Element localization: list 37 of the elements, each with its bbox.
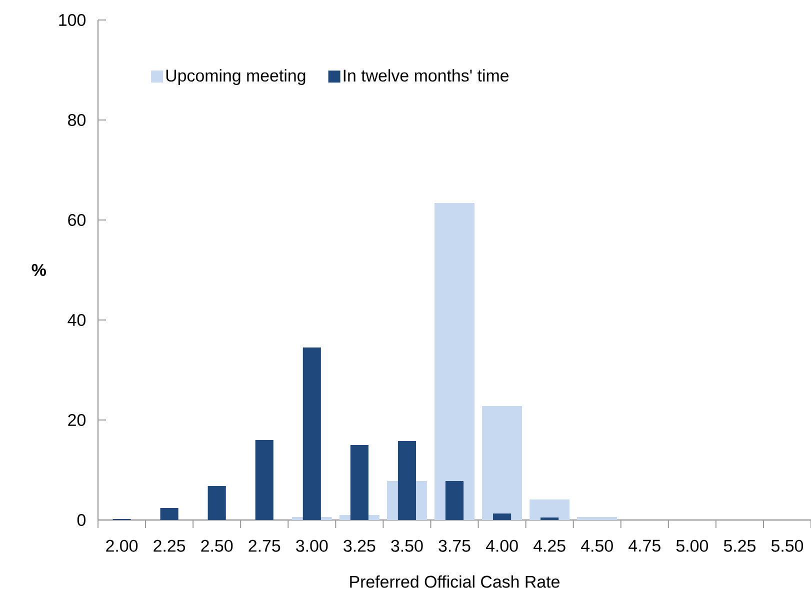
- x-tick-label: 3.25: [344, 540, 376, 552]
- x-tick-label: 2.75: [248, 540, 280, 552]
- y-tick-label: 80: [68, 114, 86, 126]
- x-tick-label: 2.00: [106, 540, 138, 552]
- x-tick-label: 5.25: [724, 540, 756, 552]
- x-tick-label: 3.00: [296, 540, 328, 552]
- x-axis-title: Preferred Official Cash Rate: [350, 575, 560, 588]
- x-tick-label: 4.50: [581, 540, 613, 552]
- bar: [208, 486, 226, 520]
- x-tick-label: 3.50: [391, 540, 423, 552]
- bar: [493, 514, 512, 520]
- bar: [482, 406, 522, 520]
- bar: [302, 348, 321, 520]
- x-tick-label: 5.00: [676, 540, 708, 552]
- legend-label: Upcoming meeting: [166, 69, 306, 85]
- y-tick-label: 60: [68, 214, 86, 226]
- x-tick-label: 4.00: [486, 540, 518, 552]
- bar: [255, 440, 274, 520]
- x-tick-label: 3.75: [438, 540, 470, 552]
- bar: [530, 500, 570, 520]
- y-tick-label: 100: [59, 14, 86, 26]
- y-tick-label: 0: [77, 514, 86, 526]
- bar: [398, 441, 416, 520]
- bar: [445, 481, 464, 520]
- bar: [577, 517, 618, 520]
- y-axis-title: %: [32, 264, 46, 276]
- x-tick-label: 2.25: [154, 540, 186, 552]
- y-tick-label: 20: [68, 414, 86, 426]
- x-tick-label: 2.50: [201, 540, 233, 552]
- x-tick-label: 5.50: [771, 540, 804, 552]
- bar: [434, 202, 474, 520]
- x-tick-label: 4.25: [533, 540, 566, 552]
- x-tick-label: 4.75: [628, 540, 660, 552]
- y-tick-label: 40: [68, 314, 86, 326]
- legend-label: In twelve months' time: [344, 69, 509, 82]
- bar: [350, 445, 368, 520]
- bar: [160, 508, 178, 520]
